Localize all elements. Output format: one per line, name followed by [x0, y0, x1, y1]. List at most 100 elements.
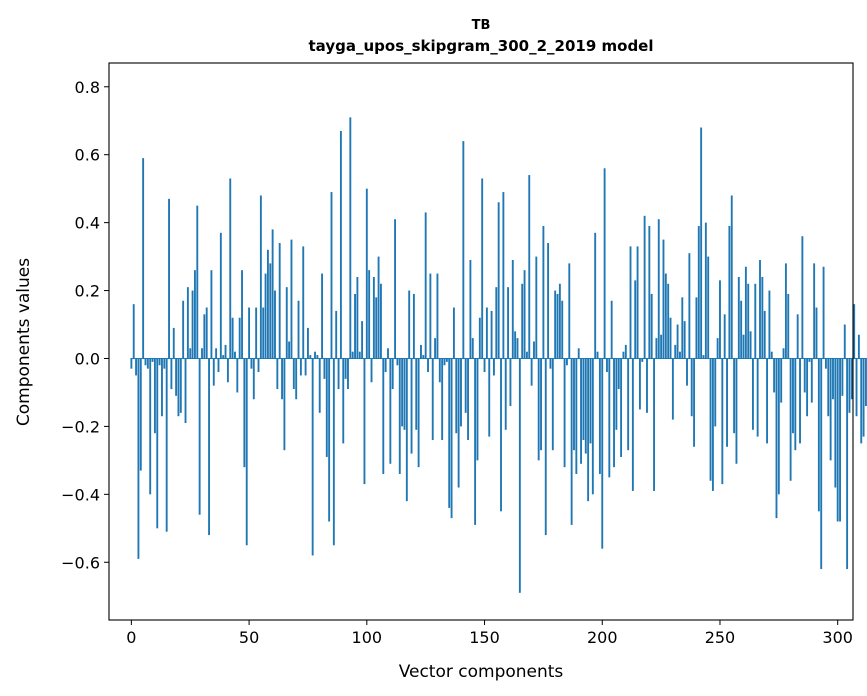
x-axis-label: Vector components — [399, 662, 564, 682]
chart-supertitle: ТВ — [472, 18, 491, 33]
bar-component-90 — [342, 358, 345, 444]
bar-component-118 — [408, 290, 411, 359]
bar-component-196 — [591, 358, 594, 495]
bar-component-23 — [184, 358, 187, 424]
bar-component-304 — [846, 358, 849, 570]
bar-component-93 — [349, 117, 352, 359]
bar-component-263 — [749, 331, 752, 359]
bar-component-276 — [780, 358, 783, 403]
bar-component-3 — [137, 358, 140, 559]
bar-component-225 — [660, 334, 663, 359]
x-tick-label: 100 — [352, 628, 383, 647]
bar-component-5 — [142, 158, 145, 359]
bar-component-103 — [372, 276, 375, 359]
bar-component-21 — [179, 358, 182, 413]
bar-component-212 — [629, 246, 632, 359]
bar-component-95 — [354, 293, 356, 359]
bar-component-252 — [723, 314, 726, 359]
bar-component-231 — [674, 344, 677, 359]
bar-component-238 — [690, 358, 693, 417]
bar-component-265 — [754, 283, 757, 359]
bar-component-111 — [391, 358, 394, 390]
y-tick-label: 0.4 — [75, 214, 100, 233]
bar-component-67 — [288, 341, 291, 359]
bar-component-29 — [198, 358, 201, 515]
bar-component-296 — [827, 358, 830, 417]
bar-component-143 — [467, 358, 469, 440]
bar-component-133 — [443, 358, 446, 366]
bar-component-243 — [702, 355, 705, 359]
bar-component-255 — [730, 195, 733, 359]
bar-component-128 — [431, 358, 434, 440]
bar-component-82 — [323, 358, 326, 379]
bar-component-297 — [829, 358, 832, 461]
bar-component-94 — [351, 351, 354, 359]
bar-component-281 — [792, 358, 794, 434]
bar-component-248 — [714, 358, 717, 427]
bar-component-301 — [839, 358, 841, 522]
bar-component-99 — [363, 358, 366, 485]
bar-component-161 — [509, 358, 512, 407]
bar-component-286 — [803, 358, 806, 393]
bar-component-259 — [740, 300, 743, 359]
bar-component-277 — [782, 348, 785, 359]
bar-component-240 — [695, 297, 698, 359]
bar-component-185 — [565, 358, 568, 366]
bar-component-266 — [756, 358, 759, 437]
bar-component-250 — [719, 280, 721, 359]
bar-component-177 — [547, 243, 550, 359]
bar-component-166 — [521, 283, 524, 359]
bar-component-76 — [309, 355, 312, 359]
bar-component-46 — [238, 317, 241, 359]
y-tick-label: 0.6 — [75, 146, 100, 165]
bar-component-288 — [808, 358, 811, 362]
bar-component-162 — [511, 259, 514, 359]
bar-component-292 — [817, 358, 820, 512]
bar-component-192 — [582, 358, 585, 440]
bar-component-108 — [384, 358, 387, 373]
bar-component-155 — [495, 287, 498, 359]
bar-component-125 — [424, 212, 427, 359]
bar-component-273 — [773, 358, 776, 393]
bar-component-36 — [215, 348, 218, 359]
bar-component-47 — [241, 270, 243, 359]
bar-component-194 — [587, 358, 590, 502]
bar-component-287 — [806, 358, 809, 417]
bar-component-283 — [796, 314, 799, 359]
bar-component-102 — [370, 358, 373, 383]
bar-component-267 — [759, 259, 761, 359]
bar-component-64 — [281, 358, 283, 400]
bar-component-4 — [139, 358, 142, 471]
bar-component-137 — [452, 307, 455, 359]
y-tick-label: 0.0 — [75, 349, 100, 368]
chart-title: tayga_upos_skipgram_300_2_2019 model — [309, 37, 654, 55]
bar-component-180 — [554, 290, 557, 359]
x-tick-label: 0 — [126, 628, 136, 647]
bar-component-279 — [787, 293, 790, 359]
bar-component-122 — [417, 358, 420, 468]
bar-component-114 — [398, 358, 401, 474]
bar-component-63 — [278, 243, 281, 359]
bar-component-230 — [671, 358, 674, 420]
bar-component-22 — [182, 300, 185, 359]
y-axis: −0.6 −0.4 −0.2 0.0 0.2 0.4 0.6 0.8 — [61, 78, 109, 572]
bar-component-195 — [589, 358, 592, 444]
bar-component-123 — [420, 344, 422, 359]
bar-component-60 — [271, 229, 274, 359]
bar-component-233 — [679, 351, 681, 359]
bar-component-2 — [135, 358, 138, 376]
bar-component-191 — [580, 358, 582, 464]
bar-component-201 — [603, 168, 606, 359]
bar-component-24 — [186, 287, 189, 359]
bar-component-139 — [457, 358, 460, 488]
bar-component-97 — [358, 351, 361, 359]
bar-component-52 — [252, 358, 255, 400]
bar-component-91 — [344, 358, 347, 379]
bar-component-130 — [436, 273, 439, 359]
bar-component-150 — [483, 358, 486, 373]
bar-component-6 — [144, 358, 147, 366]
bar-component-87 — [335, 310, 338, 359]
bar-component-40 — [224, 344, 227, 359]
bar-component-154 — [493, 358, 495, 376]
bar-component-148 — [478, 317, 481, 359]
